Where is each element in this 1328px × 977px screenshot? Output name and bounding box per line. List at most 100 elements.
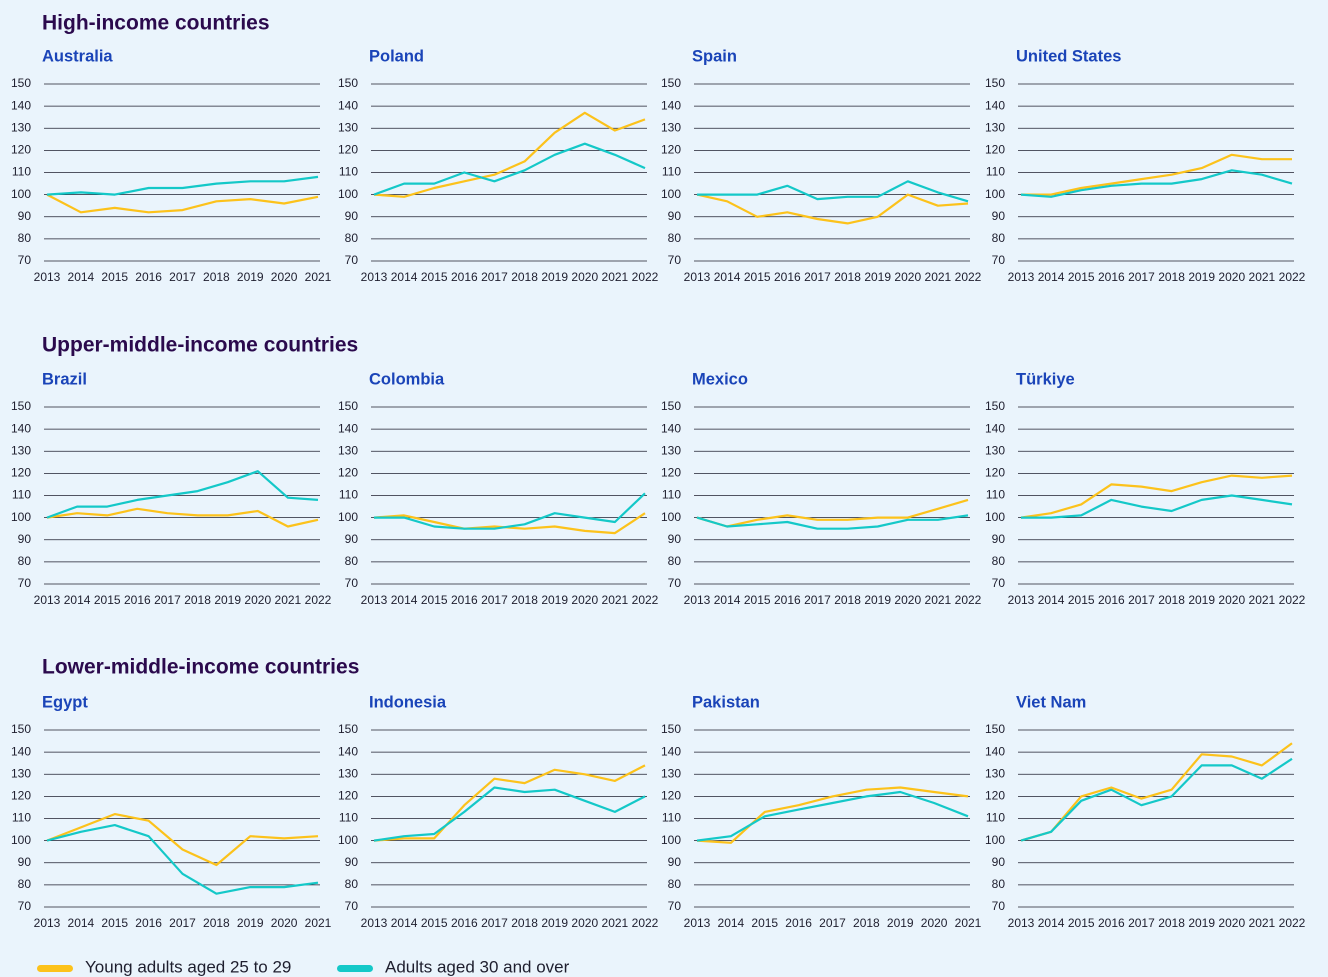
group-title: High-income countries (42, 12, 270, 35)
series-line (373, 786, 646, 842)
y-tick-label: 150 (661, 76, 681, 90)
x-tick-label: 2020 (1218, 593, 1245, 607)
x-tick-label: 2018 (834, 270, 861, 284)
x-tick-label: 2015 (744, 593, 771, 607)
y-tick-label: 80 (668, 877, 682, 891)
y-tick-label: 150 (11, 76, 31, 90)
series-line (696, 498, 969, 528)
x-tick-label: 2014 (391, 270, 418, 284)
y-tick-label: 140 (661, 421, 681, 435)
y-tick-label: 100 (338, 510, 358, 524)
x-tick-label: 2017 (819, 916, 846, 930)
series-line (1020, 742, 1293, 842)
y-tick-label: 70 (668, 576, 682, 590)
x-tick-label: 2013 (34, 916, 61, 930)
x-tick-label: 2013 (684, 593, 711, 607)
y-tick-label: 120 (11, 143, 31, 157)
y-tick-label: 70 (992, 899, 1006, 913)
chart-title: Türkiye (1016, 370, 1075, 388)
y-tick-label: 140 (11, 744, 31, 758)
y-tick-label: 80 (992, 877, 1006, 891)
series-line (1020, 169, 1293, 198)
x-tick-label: 2020 (271, 916, 298, 930)
legend-swatch (337, 965, 373, 972)
series-line (46, 812, 319, 867)
x-tick-label: 2018 (511, 916, 538, 930)
x-tick-label: 2013 (361, 270, 388, 284)
x-tick-label: 2016 (124, 593, 151, 607)
x-tick-label: 2019 (541, 916, 568, 930)
x-tick-label: 2019 (864, 270, 891, 284)
x-tick-label: 2013 (1008, 593, 1035, 607)
x-tick-label: 2013 (34, 270, 61, 284)
x-tick-label: 2021 (305, 916, 332, 930)
x-tick-label: 2022 (1279, 916, 1306, 930)
x-tick-label: 2016 (135, 916, 162, 930)
chart-title: Egypt (42, 693, 88, 711)
legend-label: Young adults aged 25 to 29 (85, 957, 291, 976)
x-tick-label: 2015 (101, 270, 128, 284)
y-tick-label: 150 (338, 76, 358, 90)
y-tick-label: 120 (338, 143, 358, 157)
y-tick-label: 140 (338, 744, 358, 758)
y-tick-label: 110 (986, 811, 1005, 825)
chart-title: Indonesia (369, 693, 447, 711)
x-tick-label: 2021 (1249, 916, 1276, 930)
x-tick-label: 2018 (203, 916, 230, 930)
y-tick-label: 100 (338, 833, 358, 847)
y-tick-label: 80 (668, 554, 682, 568)
y-tick-label: 140 (11, 98, 31, 112)
x-tick-label: 2014 (391, 593, 418, 607)
y-tick-label: 70 (345, 253, 359, 267)
y-tick-label: 110 (986, 165, 1005, 179)
y-tick-label: 140 (985, 421, 1005, 435)
x-tick-label: 2018 (1158, 593, 1185, 607)
x-tick-label: 2019 (887, 916, 914, 930)
x-tick-label: 2021 (602, 916, 629, 930)
series-line (374, 492, 646, 530)
y-tick-label: 150 (11, 722, 31, 736)
chart-title: Pakistan (692, 693, 760, 711)
y-tick-label: 70 (992, 253, 1006, 267)
y-tick-label: 120 (985, 789, 1005, 803)
x-tick-label: 2019 (237, 916, 264, 930)
x-tick-label: 2020 (271, 270, 298, 284)
x-tick-label: 2022 (1279, 270, 1306, 284)
x-tick-label: 2013 (1008, 916, 1035, 930)
x-tick-label: 2019 (1188, 916, 1215, 930)
chart-title: Poland (369, 47, 424, 65)
y-tick-label: 70 (668, 899, 682, 913)
x-tick-label: 2013 (34, 593, 61, 607)
x-tick-label: 2020 (571, 270, 598, 284)
x-tick-label: 2017 (804, 270, 831, 284)
x-tick-label: 2020 (894, 593, 921, 607)
x-tick-label: 2021 (602, 270, 629, 284)
y-tick-label: 120 (985, 143, 1005, 157)
y-tick-label: 80 (18, 231, 32, 245)
x-tick-label: 2014 (714, 270, 741, 284)
y-tick-label: 70 (345, 899, 359, 913)
y-tick-label: 140 (11, 421, 31, 435)
y-tick-label: 130 (11, 443, 31, 457)
legend-swatch (37, 965, 73, 972)
x-tick-label: 2018 (511, 270, 538, 284)
group-title: Upper-middle-income countries (42, 334, 358, 357)
legend-label: Adults aged 30 and over (385, 957, 570, 976)
series-line (1020, 757, 1293, 842)
x-tick-label: 2017 (169, 270, 196, 284)
x-tick-label: 2016 (1098, 593, 1125, 607)
x-tick-label: 2021 (925, 270, 952, 284)
y-tick-label: 80 (668, 231, 682, 245)
series-line (46, 823, 319, 895)
x-tick-label: 2014 (1038, 916, 1065, 930)
chart-title: Australia (42, 47, 113, 65)
x-tick-label: 2016 (785, 916, 812, 930)
y-tick-label: 80 (992, 231, 1006, 245)
chart-title: Mexico (692, 370, 748, 388)
x-tick-label: 2013 (684, 916, 711, 930)
x-tick-label: 2014 (1038, 270, 1065, 284)
y-tick-label: 120 (11, 466, 31, 480)
y-tick-label: 150 (661, 399, 681, 413)
y-tick-label: 120 (661, 789, 681, 803)
x-tick-label: 2022 (632, 916, 659, 930)
